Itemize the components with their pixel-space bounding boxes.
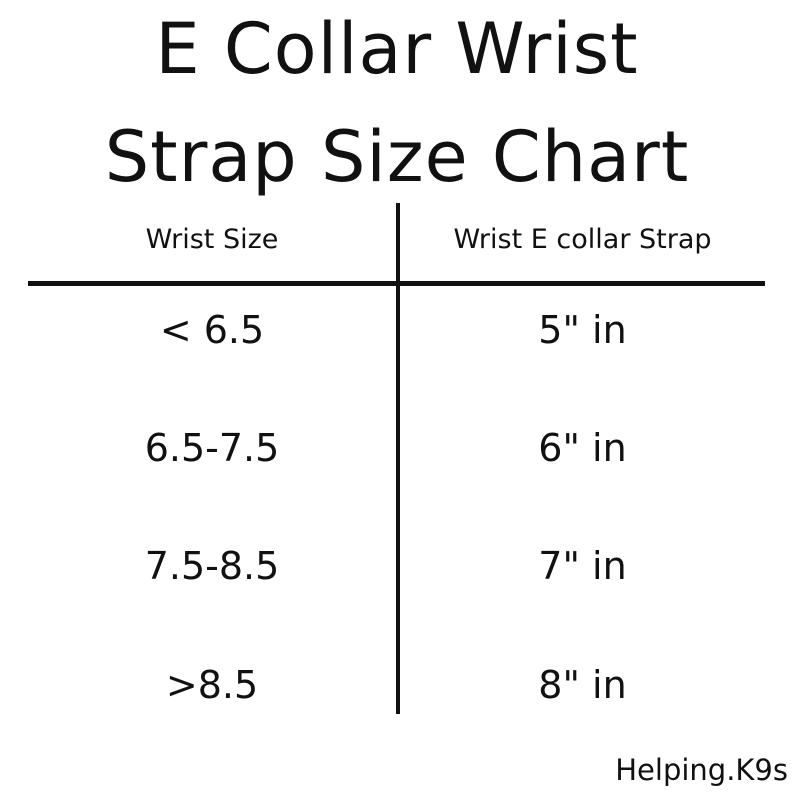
table-cell-strap: 8" in bbox=[538, 663, 627, 707]
table-cell-wrist: 6.5-7.5 bbox=[144, 426, 280, 470]
header-wrist-size: Wrist Size bbox=[145, 224, 279, 255]
page-title-line-2: Strap Size Chart bbox=[104, 116, 690, 198]
table-cell-strap: 6" in bbox=[538, 426, 627, 470]
table-cell-wrist: 7.5-8.5 bbox=[144, 544, 280, 588]
brand-footer: Helping.K9s bbox=[615, 753, 788, 787]
column-divider bbox=[396, 203, 400, 714]
header-strap-size: Wrist E collar Strap bbox=[453, 224, 712, 255]
table-cell-wrist: >8.5 bbox=[165, 663, 259, 707]
table-cell-strap: 7" in bbox=[538, 544, 627, 588]
table-cell-wrist: < 6.5 bbox=[159, 308, 265, 352]
page-title-line-1: E Collar Wrist bbox=[155, 8, 639, 90]
header-divider bbox=[28, 281, 765, 286]
table-cell-strap: 5" in bbox=[538, 308, 627, 352]
